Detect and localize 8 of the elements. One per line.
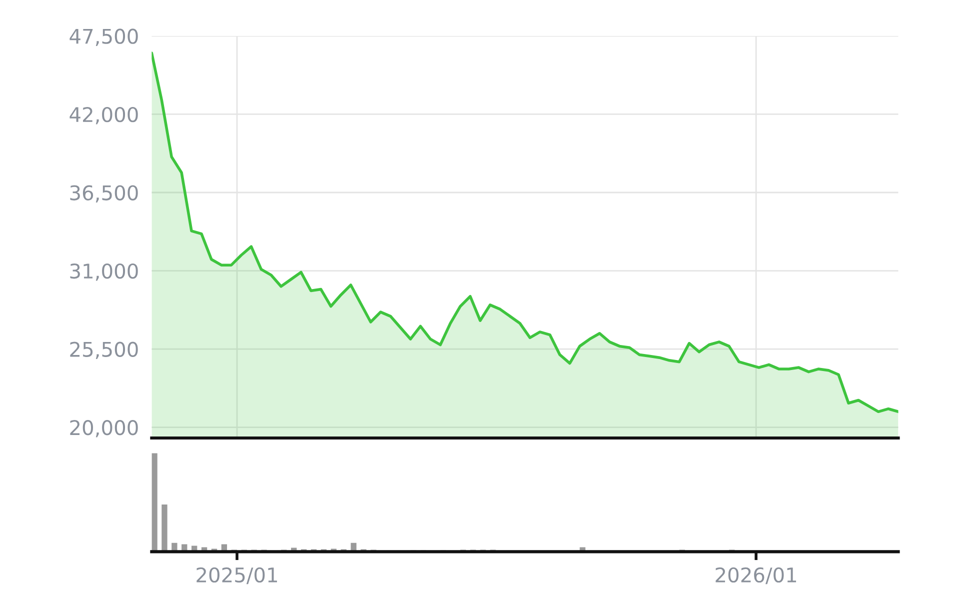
y-tick-label: 42,000 <box>70 106 138 124</box>
y-tick-label: 20,000 <box>70 420 138 438</box>
y-tick-label: 36,500 <box>70 185 138 202</box>
y-tick-label: 25,500 <box>70 342 138 360</box>
x-tick-label: 2025/01 <box>196 567 277 584</box>
y-tick-label: 47,500 <box>70 28 138 46</box>
x-tick-label: 2026/01 <box>716 567 796 584</box>
y-tick-label: 31,000 <box>70 263 138 281</box>
